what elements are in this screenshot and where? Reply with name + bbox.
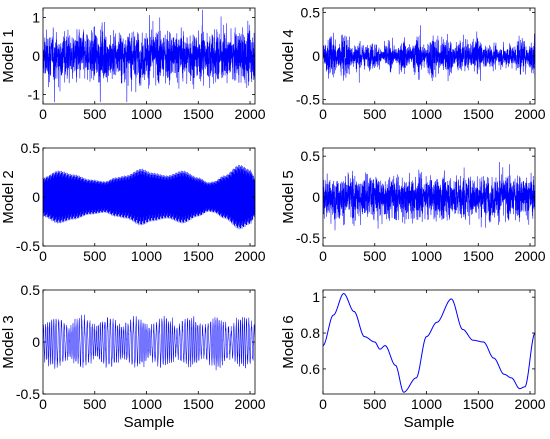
y-tick-label: 0.5 [301,4,321,20]
x-tick-label: 1000 [411,106,442,122]
series-line [323,293,535,393]
y-axis-label: Model 1 [0,29,17,82]
series-line [323,25,535,83]
y-tick-label: 1 [312,289,320,305]
y-axis-label: Model 6 [280,315,297,368]
x-tick-label: 1500 [183,106,214,122]
x-tick-label: 2000 [234,248,265,264]
x-tick-label: 2000 [514,106,545,122]
axes-box [42,289,256,395]
x-tick-label: 1500 [463,396,494,412]
series-line [43,314,255,371]
x-tick-label: 500 [83,106,107,122]
y-tick-label: 0 [32,334,40,350]
y-tick-label: 0 [312,189,320,205]
y-tick-label: 0.5 [21,282,41,298]
x-tick-label: 1000 [411,396,442,412]
x-tick-label: 1000 [411,248,442,264]
x-axis-label: Sample [124,414,175,431]
y-tick-label: -1 [28,86,41,102]
x-tick-label: 1000 [131,396,162,412]
series-line [323,161,535,231]
chart-panel-1: 0 500 1000 1500 2000 -1 0 1 Model 1 [0,7,266,122]
y-tick-label: -0.5 [296,230,320,246]
x-tick-label: 2000 [514,248,545,264]
x-tick-label: 0 [319,396,327,412]
y-axis-label: Model 3 [0,315,17,368]
x-tick-label: 2000 [234,106,265,122]
x-tick-label: 1500 [183,248,214,264]
x-tick-label: 500 [83,248,107,264]
y-tick-label: 0.5 [21,140,41,156]
y-tick-label: 1 [32,10,40,26]
x-axis-label: Sample [404,414,455,431]
x-tick-label: 500 [363,396,387,412]
x-tick-label: 500 [363,248,387,264]
x-tick-label: 0 [39,396,47,412]
y-tick-label: 0.5 [301,148,321,164]
x-tick-label: 1500 [463,106,494,122]
x-tick-label: 1000 [131,248,162,264]
y-axis-label: Model 2 [0,170,17,223]
y-tick-label: 0.8 [301,325,321,341]
y-tick-label: -0.5 [16,386,40,402]
x-tick-label: 0 [319,106,327,122]
y-tick-label: 0 [32,189,40,205]
series-line [43,164,255,230]
x-tick-label: 500 [363,106,387,122]
y-tick-label: 0 [312,48,320,64]
chart-panel-6: 0 500 1000 1500 2000 0.6 0.8 1 Model 6 Sample [280,289,546,431]
axes-box [322,289,536,395]
x-tick-label: 0 [39,248,47,264]
y-tick-label: -0.5 [16,238,40,254]
y-tick-label: -0.5 [296,92,320,108]
y-tick-label: 0 [32,48,40,64]
x-tick-label: 500 [83,396,107,412]
x-tick-label: 1000 [131,106,162,122]
y-axis-label: Model 4 [280,29,297,82]
x-tick-label: 1500 [463,248,494,264]
x-tick-label: 0 [39,106,47,122]
x-tick-label: 2000 [234,396,265,412]
x-tick-label: 2000 [514,396,545,412]
series-line [43,9,255,103]
y-axis-label: Model 5 [280,170,297,223]
y-tick-label: 0.6 [301,361,321,377]
x-tick-label: 0 [319,248,327,264]
x-tick-label: 1500 [183,396,214,412]
